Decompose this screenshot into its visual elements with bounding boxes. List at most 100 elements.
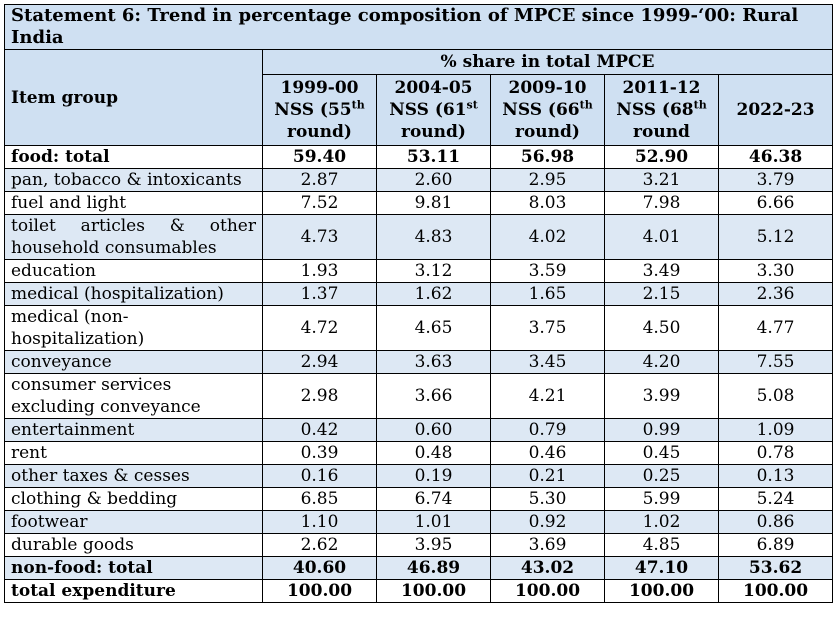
col-header-1999-00: 1999-00 NSS (55th round) (262, 74, 377, 146)
value-cell: 5.30 (490, 487, 605, 511)
table-row-rent: rent 0.39 0.48 0.46 0.45 0.78 (4, 441, 834, 465)
value-cell: 40.60 (262, 556, 377, 580)
value-cell: 3.63 (376, 350, 491, 374)
value-cell: 7.55 (717, 350, 834, 374)
table-row-consumer-services-excluding-conveyance: consumer services excluding conveyance 2.… (4, 373, 834, 419)
value-cell: 7.52 (262, 191, 377, 215)
value-cell: 2.62 (262, 533, 377, 557)
value-cell: 6.89 (717, 533, 834, 557)
value-cell: 4.77 (717, 305, 834, 351)
table-row-conveyance: conveyance 2.94 3.63 3.45 4.20 7.55 (4, 350, 834, 374)
value-cell: 3.45 (490, 350, 605, 374)
value-cell: 2.15 (604, 282, 719, 306)
value-cell: 1.10 (262, 510, 377, 534)
value-cell: 6.66 (717, 191, 834, 215)
value-cell: 1.62 (376, 282, 491, 306)
value-cell: 2.95 (490, 168, 605, 192)
value-cell: 3.95 (376, 533, 491, 557)
table-body: food: total 59.40 53.11 56.98 52.90 46.38 pan,… (4, 145, 834, 603)
item-label: total expenditure (4, 579, 263, 603)
value-cell: 4.50 (604, 305, 719, 351)
item-label: medical (hospitalization) (4, 282, 263, 306)
item-label: rent (4, 441, 263, 465)
value-cell: 2.36 (717, 282, 834, 306)
col-header-2009-10: 2009-10 NSS (66th round) (490, 74, 605, 146)
value-cell: 100.00 (604, 579, 719, 603)
value-cell: 59.40 (262, 145, 377, 169)
value-cell: 46.38 (717, 145, 834, 169)
value-cell: 0.19 (376, 464, 491, 488)
header-row-share: Item group % share in total MPCE (4, 49, 834, 146)
value-cell: 0.78 (717, 441, 834, 465)
value-cell: 4.72 (262, 305, 377, 351)
value-cell: 0.21 (490, 464, 605, 488)
item-label: toilet articles & other household consum… (4, 214, 263, 260)
item-label: entertainment (4, 418, 263, 442)
mpce-statement: Statement 6: Trend in percentage composi… (3, 4, 834, 603)
share-header: % share in total MPCE (261, 49, 834, 75)
value-cell: 100.00 (262, 579, 377, 603)
value-cell: 3.49 (604, 259, 719, 283)
value-cell: 56.98 (490, 145, 605, 169)
value-cell: 100.00 (490, 579, 605, 603)
table-row-pan-tobacco-intoxicants: pan, tobacco & intoxicants 2.87 2.60 2.95 3.… (4, 168, 834, 192)
value-cell: 0.16 (262, 464, 377, 488)
item-group-header: Item group (4, 49, 263, 146)
value-cell: 1.02 (604, 510, 719, 534)
item-label: other taxes & cesses (4, 464, 263, 488)
value-cell: 0.13 (717, 464, 834, 488)
value-cell: 2.98 (262, 373, 377, 419)
value-cell: 0.99 (604, 418, 719, 442)
value-cell: 4.01 (604, 214, 719, 260)
value-cell: 2.87 (262, 168, 377, 192)
value-cell: 3.59 (490, 259, 605, 283)
table-row-non-food-total: non-food: total 40.60 46.89 43.02 47.10 53.62 (4, 556, 834, 580)
value-cell: 0.86 (717, 510, 834, 534)
value-cell: 7.98 (604, 191, 719, 215)
item-label: durable goods (4, 533, 263, 557)
item-label: medical (non-hospitalization) (4, 305, 263, 351)
item-label: non-food: total (4, 556, 263, 580)
col-header-2004-05: 2004-05 NSS (61st round) (376, 74, 491, 146)
table-row-medical-hospitalization: medical (hospitalization) 1.37 1.62 1.65 2.1… (4, 282, 834, 306)
value-cell: 3.69 (490, 533, 605, 557)
value-cell: 53.62 (717, 556, 834, 580)
value-cell: 43.02 (490, 556, 605, 580)
table-row-footwear: footwear 1.10 1.01 0.92 1.02 0.86 (4, 510, 834, 534)
value-cell: 0.92 (490, 510, 605, 534)
value-cell: 3.12 (376, 259, 491, 283)
value-cell: 3.79 (717, 168, 834, 192)
value-cell: 53.11 (376, 145, 491, 169)
value-cell: 100.00 (717, 579, 834, 603)
value-cell: 52.90 (604, 145, 719, 169)
mpce-table: Statement 6: Trend in percentage composi… (3, 4, 834, 603)
table-row-total-expenditure: total expenditure 100.00 100.00 100.00 100.0… (4, 579, 834, 603)
table-row-food-total: food: total 59.40 53.11 56.98 52.90 46.38 (4, 145, 834, 169)
table-row-other-taxes-cesses: other taxes & cesses 0.16 0.19 0.21 0.25 0.13 (4, 464, 834, 488)
col-header-2011-12: 2011-12 NSS (68th round (604, 74, 719, 146)
table-row-clothing-bedding: clothing & bedding 6.85 6.74 5.30 5.99 5.24 (4, 487, 834, 511)
value-cell: 0.39 (262, 441, 377, 465)
value-cell: 5.12 (717, 214, 834, 260)
value-cell: 0.25 (604, 464, 719, 488)
item-label: fuel and light (4, 191, 263, 215)
item-label: footwear (4, 510, 263, 534)
col-header-2022-23: 2022-23 (717, 74, 834, 146)
table-row-education: education 1.93 3.12 3.59 3.49 3.30 (4, 259, 834, 283)
value-cell: 3.21 (604, 168, 719, 192)
header-row-years: 1999-00 NSS (55th round) 2004-05 NSS (61… (5, 74, 834, 146)
value-cell: 0.48 (376, 441, 491, 465)
value-cell: 3.99 (604, 373, 719, 419)
table-row-durable-goods: durable goods 2.62 3.95 3.69 4.85 6.89 (4, 533, 834, 557)
value-cell: 1.09 (717, 418, 834, 442)
value-cell: 8.03 (490, 191, 605, 215)
value-cell: 2.94 (262, 350, 377, 374)
value-cell: 1.93 (262, 259, 377, 283)
value-cell: 4.65 (376, 305, 491, 351)
item-label: conveyance (4, 350, 263, 374)
value-cell: 4.73 (262, 214, 377, 260)
item-label: consumer services excluding conveyance (4, 373, 263, 419)
value-cell: 5.24 (717, 487, 834, 511)
value-cell: 0.60 (376, 418, 491, 442)
value-cell: 1.37 (262, 282, 377, 306)
